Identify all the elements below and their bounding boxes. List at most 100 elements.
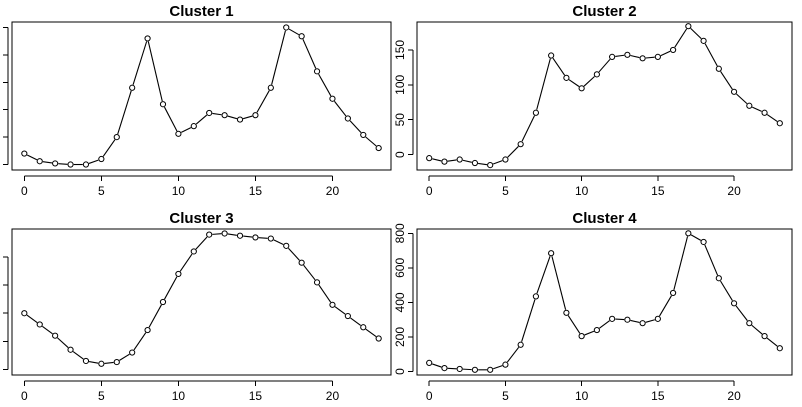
x-tick-label: 15 [249, 389, 263, 403]
data-point [113, 358, 120, 366]
data-point [578, 333, 585, 340]
y-tick-label: 100 [393, 74, 407, 94]
data-point [654, 53, 661, 61]
series-segment [41, 325, 53, 335]
series-segment [72, 351, 84, 360]
data-point [426, 155, 433, 162]
data-point [190, 248, 197, 255]
data-point [267, 235, 274, 242]
data-point [609, 315, 616, 322]
series-segment [132, 41, 148, 85]
plot-frame [11, 228, 392, 376]
series-segment [659, 295, 672, 317]
data-point [669, 46, 677, 54]
series-segment [506, 346, 520, 363]
x-tick-label: 0 [21, 184, 28, 198]
series-segment [462, 159, 472, 163]
data-point [221, 112, 228, 119]
data-point [563, 74, 570, 81]
data-point [267, 84, 274, 91]
data-point [685, 230, 692, 237]
plot-frame [416, 228, 793, 376]
series-segment [568, 79, 580, 87]
series-segment [598, 58, 611, 73]
series-segment [133, 332, 147, 351]
series-segment [302, 38, 317, 69]
x-tick-label: 5 [98, 389, 105, 403]
series-segment [630, 319, 640, 323]
series-segment [584, 330, 595, 336]
data-point [639, 55, 646, 62]
series-segment [751, 324, 763, 335]
data-point [639, 320, 646, 327]
series-segment [104, 361, 114, 364]
data-point [517, 341, 524, 348]
data-point [129, 349, 136, 356]
series-segment [432, 158, 442, 162]
data-point [113, 134, 120, 141]
series-segment [163, 106, 178, 132]
y-tick-label: 600 [393, 258, 407, 278]
series-segment [493, 365, 503, 370]
series-segment [58, 163, 68, 165]
data-point [360, 131, 367, 139]
data-point [190, 123, 197, 130]
data-point [344, 312, 351, 320]
data-point [206, 109, 213, 117]
x-tick-label: 10 [172, 389, 186, 403]
x-tick-label: 5 [98, 184, 105, 198]
series-segment [365, 136, 377, 147]
data-point [700, 238, 707, 246]
series-segment [552, 57, 566, 76]
series-segment [243, 235, 253, 238]
series-segment [318, 73, 332, 97]
data-point [487, 366, 494, 373]
data-point [52, 160, 59, 167]
data-point [298, 33, 305, 40]
series-segment [26, 314, 38, 324]
data-point [283, 24, 290, 31]
series-segment [119, 353, 130, 361]
data-point [746, 102, 753, 109]
data-point [487, 162, 494, 169]
data-point [715, 65, 722, 72]
data-point [375, 335, 382, 342]
x-tick-label: 15 [651, 389, 665, 403]
data-point [517, 141, 524, 148]
series-segment [720, 280, 733, 301]
series-segment [147, 41, 163, 102]
data-point [730, 88, 738, 95]
data-point [21, 310, 28, 317]
y-tick-label: 50 [393, 113, 407, 127]
data-point [624, 316, 631, 323]
data-point [502, 361, 509, 368]
series-segment [751, 106, 762, 112]
data-point [375, 144, 382, 152]
data-point [98, 155, 105, 163]
data-point [175, 270, 182, 278]
series-segment [256, 90, 270, 113]
x-tick-label: 0 [21, 389, 28, 403]
series-segment [212, 112, 222, 116]
series-segment [287, 247, 300, 261]
series-segment [26, 154, 38, 161]
data-point [221, 230, 228, 237]
data-point [329, 95, 336, 102]
series-segment [673, 236, 689, 290]
data-point [441, 364, 448, 372]
chart-panel-2: Cluster 2 0 5 10 15 20 0 50 100 150 [393, 3, 793, 198]
chart-title: Cluster 4 [572, 210, 637, 227]
x-tick-label: 15 [249, 184, 263, 198]
x-tick-label: 10 [575, 184, 589, 198]
data-point [471, 366, 479, 373]
series-segment [645, 56, 655, 59]
data-point [761, 333, 768, 340]
data-point [129, 84, 136, 91]
series-segment [521, 115, 536, 142]
series-segment [704, 43, 718, 67]
series-segment [365, 328, 377, 338]
y-tick-label: 0 [393, 151, 407, 158]
x-tick-label: 10 [172, 184, 186, 198]
data-point [548, 250, 555, 257]
